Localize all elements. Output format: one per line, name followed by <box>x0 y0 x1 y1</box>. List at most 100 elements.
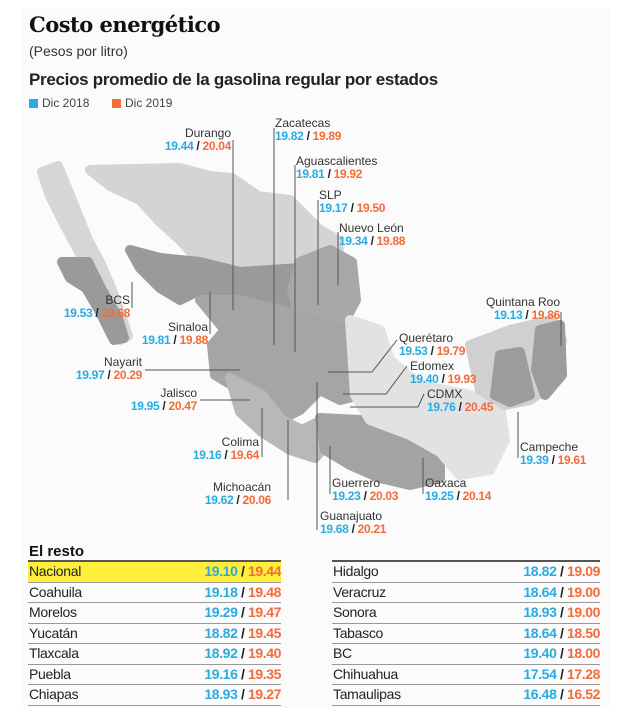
value-2019: 19.86 <box>531 308 560 322</box>
value-2018: 19.53 <box>63 306 93 320</box>
value-2019: 19.35 <box>247 665 281 682</box>
row-values: 17.54 / 17.28 <box>523 665 600 682</box>
rest-table-right: Hidalgo 18.82 / 19.09 Veracruz 18.64 / 19.0… <box>332 560 600 706</box>
value-2019: 19.88 <box>179 333 208 347</box>
state-name: Jalisco <box>160 386 197 400</box>
state-name: Sinaloa <box>167 320 208 334</box>
state-values: 19.44 / 20.04 <box>164 139 231 153</box>
value-2018: 19.29 <box>204 604 238 620</box>
value-2018: 19.81 <box>296 167 325 181</box>
value-2018: 19.10 <box>204 563 238 579</box>
map-region-yucatan-dark <box>490 320 567 407</box>
value-2018: 18.93 <box>523 604 557 620</box>
value-2019: 19.47 <box>247 604 281 620</box>
row-values: 19.18 / 19.48 <box>204 583 281 600</box>
value-2019: 19.44 <box>247 563 281 579</box>
state-label: Campeche 19.39 / 19.61 <box>520 441 586 467</box>
state-label: Aguascalientes 19.81 / 19.92 <box>296 155 377 181</box>
row-state: Puebla <box>29 665 71 682</box>
value-2018: 19.17 <box>319 201 348 215</box>
table-row: Coahuila 19.18 / 19.48 <box>28 583 281 603</box>
map-region-baja-south <box>57 257 129 345</box>
state-values: 19.53 / 20.68 <box>63 306 130 320</box>
table-row: Sonora 18.93 / 19.00 <box>332 603 600 624</box>
leader-edomex <box>343 365 408 395</box>
row-values: 19.40 / 18.00 <box>523 645 600 661</box>
state-values: 19.34 / 19.88 <box>339 234 406 248</box>
state-name: Oaxaca <box>425 476 467 490</box>
state-name: Aguascalientes <box>296 154 378 168</box>
state-values: 19.16 / 19.64 <box>192 448 259 462</box>
state-name: Querétaro <box>399 331 454 345</box>
state-values: 19.97 / 20.29 <box>75 368 142 382</box>
value-2019: 18.50 <box>566 624 600 641</box>
table-row: Chihuahua 17.54 / 17.28 <box>332 665 600 685</box>
value-2018: 18.93 <box>204 686 238 702</box>
state-values: 19.95 / 20.47 <box>130 399 197 413</box>
state-values: 19.81 / 19.92 <box>296 167 363 181</box>
state-values: 19.39 / 19.61 <box>520 453 587 467</box>
value-2018: 19.82 <box>275 129 304 143</box>
value-2019: 20.21 <box>357 522 387 536</box>
state-values: 19.68 / 20.21 <box>320 522 387 536</box>
row-state: Veracruz <box>333 583 386 600</box>
state-label: Colima 19.16 / 19.64 <box>193 436 259 462</box>
value-2018: 19.16 <box>204 665 238 682</box>
row-values: 18.92 / 19.40 <box>204 645 281 661</box>
state-values: 19.76 / 20.45 <box>427 400 494 414</box>
value-2018: 19.62 <box>204 493 234 507</box>
value-2018: 19.39 <box>520 453 549 467</box>
state-label: Guerrero 19.23 / 20.03 <box>332 477 398 503</box>
state-values: 19.53 / 19.79 <box>399 344 466 358</box>
table-row: Morelos 19.29 / 19.47 <box>28 603 281 624</box>
row-values: 18.82 / 19.45 <box>204 624 281 641</box>
value-2018: 19.34 <box>339 234 368 248</box>
row-values: 18.64 / 18.50 <box>523 624 600 641</box>
state-name: Nayarit <box>103 355 142 369</box>
value-2019: 19.27 <box>247 686 281 702</box>
leader-lines <box>131 128 562 530</box>
legend-swatch-2019 <box>112 98 121 108</box>
state-name: SLP <box>319 188 342 202</box>
state-label: BCS 19.53 / 20.68 <box>64 294 130 320</box>
state-label: Quintana Roo 19.13 / 19.86 <box>486 296 560 322</box>
state-label: Durango 19.44 / 20.04 <box>165 127 231 153</box>
state-label: Edomex 19.40 / 19.93 <box>410 360 476 386</box>
table-row: Veracruz 18.64 / 19.00 <box>332 583 600 603</box>
value-2018: 16.48 <box>523 686 557 702</box>
state-label: Guanajuato 19.68 / 20.21 <box>320 510 386 536</box>
value-2019: 19.61 <box>557 453 587 467</box>
state-label: Nuevo León 19.34 / 19.88 <box>339 222 405 248</box>
value-2018: 18.82 <box>204 624 238 641</box>
chart-heading: Precios promedio de la gasolina regular … <box>29 70 438 89</box>
value-2019: 17.28 <box>566 665 600 682</box>
state-label: Querétaro 19.53 / 19.79 <box>399 332 465 358</box>
value-2019: 20.14 <box>462 489 492 503</box>
state-values: 19.17 / 19.50 <box>319 201 386 215</box>
row-values: 18.82 / 19.09 <box>523 563 600 579</box>
value-2019: 16.52 <box>566 686 600 702</box>
rest-heading: El resto <box>29 543 85 560</box>
value-2018: 19.76 <box>427 400 456 414</box>
row-state: Chiapas <box>29 686 79 702</box>
row-state: Coahuila <box>29 583 82 600</box>
table-row: Tamaulipas 16.48 / 16.52 <box>332 685 600 706</box>
value-2018: 19.13 <box>493 308 523 322</box>
state-label: SLP 19.17 / 19.50 <box>319 189 385 215</box>
row-state: Tlaxcala <box>29 645 79 661</box>
value-2019: 19.00 <box>566 583 600 600</box>
table-row: Puebla 19.16 / 19.35 <box>28 665 281 685</box>
state-name: Guanajuato <box>320 509 383 523</box>
state-name: Campeche <box>520 440 579 454</box>
value-2018: 19.81 <box>141 333 171 347</box>
value-2018: 18.64 <box>523 624 557 641</box>
value-2019: 20.03 <box>369 489 399 503</box>
value-2018: 19.68 <box>320 522 349 536</box>
state-label: Oaxaca 19.25 / 20.14 <box>425 477 491 503</box>
value-2019: 19.48 <box>247 583 281 600</box>
row-state: Tabasco <box>333 624 384 641</box>
state-label: CDMX 19.76 / 20.45 <box>427 388 493 414</box>
value-2018: 18.64 <box>523 583 557 600</box>
map-region-northwest-dark <box>125 245 315 310</box>
